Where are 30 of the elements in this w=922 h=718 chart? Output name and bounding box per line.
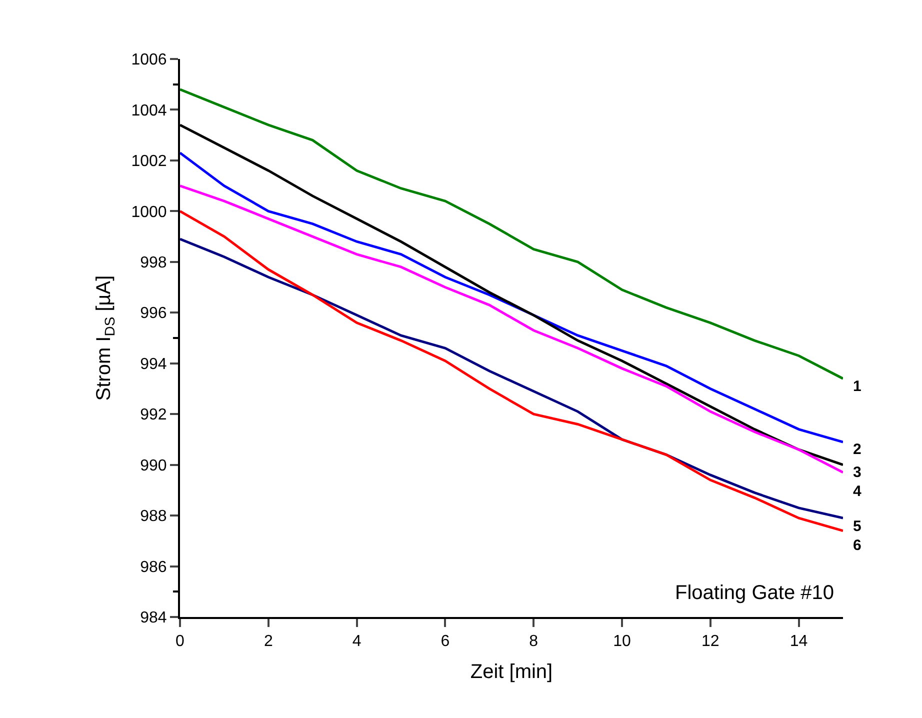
y-tick-label: 984 [140,610,167,627]
x-tick-label: 0 [176,633,185,650]
y-tick-label: 1004 [131,102,167,120]
y-tick-label: 998 [140,254,167,272]
y-tick-label: 994 [140,356,167,373]
y-tick-label: 990 [140,457,167,474]
x-tick-label: 2 [264,633,273,650]
y-tick-label: 1000 [131,204,167,221]
series-label: 4 [853,483,862,500]
line-series [180,184,843,474]
x-axis-title: Zeit [min] [470,661,553,684]
x-tick-label: 14 [790,633,808,650]
series-label: 3 [853,464,862,481]
y-tick-label: 992 [140,406,167,424]
x-tick-label: 6 [440,633,450,650]
line-series [180,88,843,380]
y-tick-label: 1006 [131,52,167,69]
y-tick-label: 996 [140,305,167,322]
series-label: 1 [853,378,862,395]
x-tick-label: 12 [702,633,720,650]
x-tick-label: 4 [352,633,362,650]
x-tick-label: 8 [529,633,538,650]
x-tick-label: 10 [613,633,631,650]
series-label: 2 [853,441,862,458]
annotation: Floating Gate #10 [675,582,834,604]
y-tick-label: 986 [140,558,167,576]
series-label: 6 [853,537,862,554]
series-label: 5 [853,518,862,535]
y-tick-label: 1002 [131,153,167,170]
y-tick-label: 988 [140,508,167,526]
